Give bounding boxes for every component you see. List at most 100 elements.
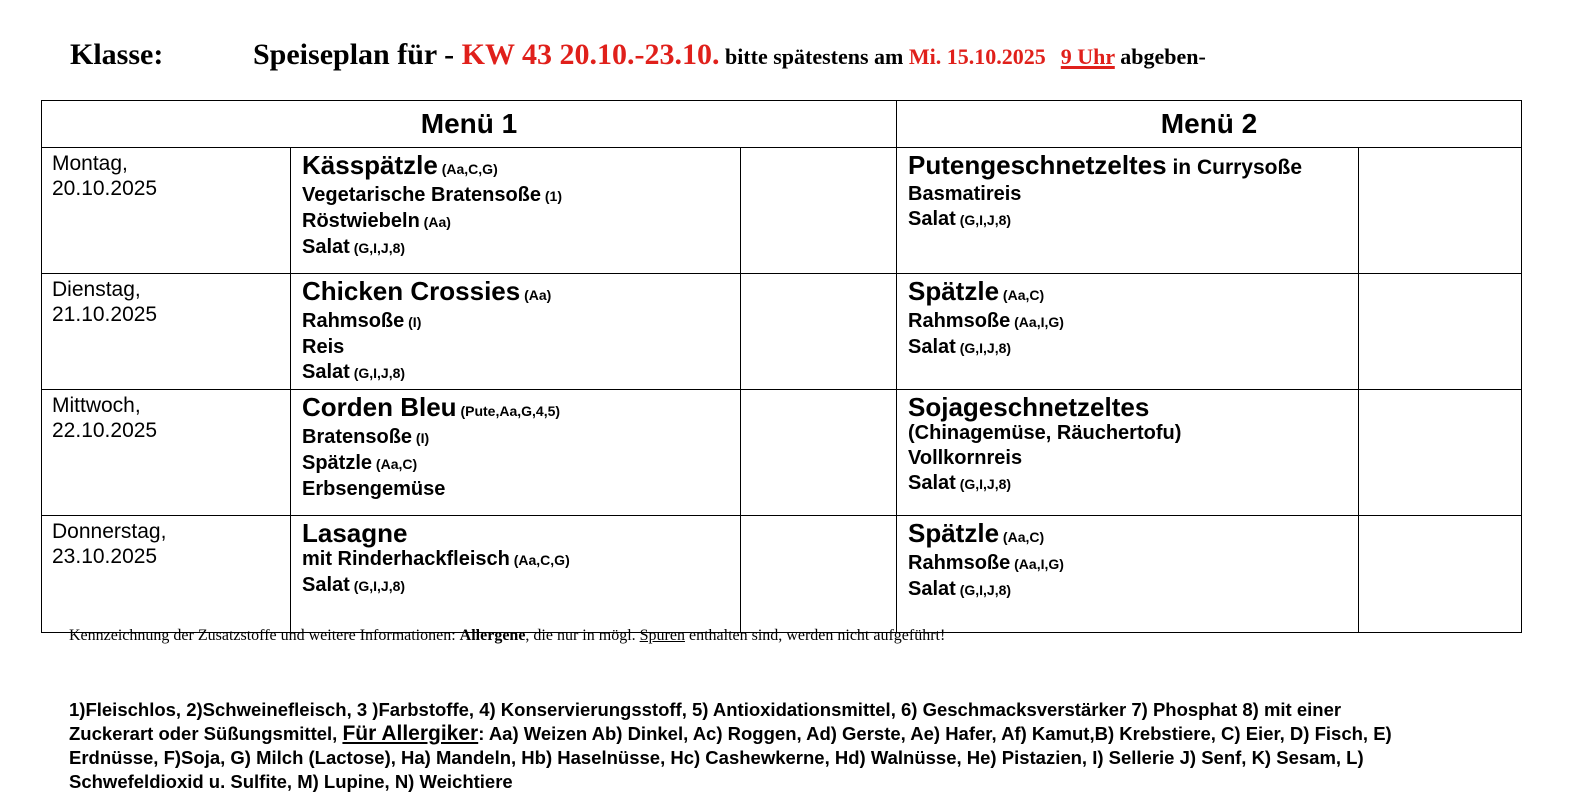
dish-line: Salat (G,I,J,8) [302,360,729,386]
day-date: 22.10.2025 [52,419,158,442]
menu-cell: Putengeschnetzeltes in Currysoße Basmatir… [896,147,1359,274]
dish-line: Rahmsoße (I) [302,309,729,335]
menu2-order-cell[interactable] [1358,147,1522,274]
class-label: Klasse: [70,38,164,71]
dish-line: Salat (G,I,J,8) [908,577,1347,603]
menu2-order-cell[interactable] [1358,515,1522,633]
deadline-date: Mi. 15.10.2025 [908,44,1046,69]
dish-main: Kässpätzle (Aa,C,G) [302,151,729,183]
menu1-order-cell[interactable] [740,515,897,633]
dish-name: Salat [908,208,956,230]
dish-name: Salat [302,574,350,596]
menu-cell: Corden Bleu (Pute,Aa,G,4,5) Bratensoße (I… [290,389,741,516]
dish-line: Rahmsoße (Aa,I,G) [908,309,1347,335]
dish-name: Salat [908,336,956,358]
dish-name: Vollkornreis [908,447,1023,469]
menu2-header: Menü 2 [896,100,1522,148]
allergen-codes: (Aa,C,G) [509,552,570,568]
dish-main: Spätzle (Aa,C) [908,277,1347,309]
day-name: Montag, [52,152,128,175]
table-row: Dienstag, 21.10.2025 Chicken Crossies (Aa)… [41,273,1522,390]
menu2-order-cell[interactable] [1358,389,1522,516]
allergen-codes: (I) [412,430,430,446]
allergen-codes: (Aa) [520,287,552,303]
day-date: 20.10.2025 [52,177,158,200]
dish-line: (Chinagemüse, Räuchertofu) [908,421,1347,446]
dish-name: Salat [302,236,350,258]
info-allergene: Allergene [459,627,526,644]
menu1-order-cell[interactable] [740,147,897,274]
allergen-codes: (G,I,J,8) [349,365,406,381]
legend-allergiker: Für Allergiker [342,722,479,745]
allergen-codes: (G,I,J,8) [955,340,1012,356]
menu-cell: Kässpätzle (Aa,C,G) Vegetarische Bratenso… [290,147,741,274]
title-suffix: abgeben- [1114,44,1206,69]
menu-cell: Spätzle (Aa,C) Rahmsoße (Aa,I,G) Salat (G,… [896,273,1359,390]
dish-line: Salat (G,I,J,8) [302,235,729,261]
allergen-codes: (G,I,J,8) [349,240,406,256]
dish-main: Lasagne [302,519,729,547]
day-name: Donnerstag, [52,520,167,543]
allergen-codes: (Aa,I,G) [1010,556,1064,572]
dish-name: Röstwiebeln [302,210,420,232]
menu2-order-cell[interactable] [1358,273,1522,390]
menu1-order-cell[interactable] [740,389,897,516]
dish-main: Chicken Crossies (Aa) [302,277,729,309]
dish-name: Putengeschnetzeltes [908,150,1167,180]
dish-name: Corden Bleu [302,392,457,422]
table-row: Montag, 20.10.2025 Kässpätzle (Aa,C,G) Vege… [41,147,1522,274]
dish-name: Spätzle [302,452,373,474]
allergen-codes: (Aa,C,G) [437,161,498,177]
dish-line: Reis [302,335,729,360]
legend-text: 1)Fleischlos, 2)Schweinefleisch, 3 )Farb… [69,699,1342,744]
week-range: KW 43 20.10.-23.10. [461,38,720,71]
dish-name: (Chinagemüse, Räuchertofu) [908,422,1182,444]
deadline-text: bitte spätestens am [719,44,909,69]
dish-line: Salat (G,I,J,8) [908,335,1347,361]
allergen-codes: (G,I,J,8) [955,212,1012,228]
dish-main: Spätzle (Aa,C) [908,519,1347,551]
dish-name: Salat [302,361,350,383]
allergen-codes: (Aa,C) [372,456,418,472]
dish-name: Spätzle [908,276,1000,306]
allergen-codes: (G,I,J,8) [349,578,406,594]
dish-name: Sojageschnetzeltes [908,392,1150,422]
dish-line: Basmatireis [908,182,1347,207]
additives-legend: 1)Fleischlos, 2)Schweinefleisch, 3 )Farb… [69,698,1409,794]
dish-name: Spätzle [908,518,1000,548]
dish-name: Salat [908,578,956,600]
allergen-codes: (Aa,C) [999,529,1045,545]
day-cell: Donnerstag, 23.10.2025 [41,515,291,633]
allergen-codes: (Aa,I,G) [1010,314,1064,330]
title-line: Speiseplan für - KW 43 20.10.-23.10. bit… [253,38,1206,72]
dish-line: Salat (G,I,J,8) [302,573,729,599]
day-cell: Dienstag, 21.10.2025 [41,273,291,390]
dish-name: Erbsengemüse [302,478,446,500]
day-name: Dienstag, [52,278,141,301]
day-cell: Mittwoch, 22.10.2025 [41,389,291,516]
dish-name: Chicken Crossies [302,276,521,306]
dish-name: Rahmsoße [302,310,405,332]
day-cell: Montag, 20.10.2025 [41,147,291,274]
dish-line: Röstwiebeln (Aa) [302,209,729,235]
dish-name: Salat [908,472,956,494]
allergen-codes: (Aa) [419,214,451,230]
deadline-time: 9 Uhr [1060,44,1115,69]
dish-line: Erbsengemüse [302,477,729,502]
dish-main: Putengeschnetzeltes in Currysoße [908,151,1347,182]
dish-name: Basmatireis [908,183,1022,205]
dish-main: Corden Bleu (Pute,Aa,G,4,5) [302,393,729,425]
dish-name: Rahmsoße [908,310,1011,332]
dish-line: Spätzle (Aa,C) [302,451,729,477]
info-text: , die nur in mögl. [525,627,640,644]
day-name: Mittwoch, [52,394,141,417]
menu1-header: Menü 1 [41,100,897,148]
dish-line: Rahmsoße (Aa,I,G) [908,551,1347,577]
info-spuren: Spuren [639,627,685,644]
dish-line: Salat (G,I,J,8) [908,207,1347,233]
allergen-info: Kennzeichnung der Zusatzstoffe und weite… [69,627,945,645]
dish-suffix: in Currysoße [1166,156,1303,179]
menu1-order-cell[interactable] [740,273,897,390]
dish-line: Bratensoße (I) [302,425,729,451]
allergen-codes: (I) [404,314,422,330]
